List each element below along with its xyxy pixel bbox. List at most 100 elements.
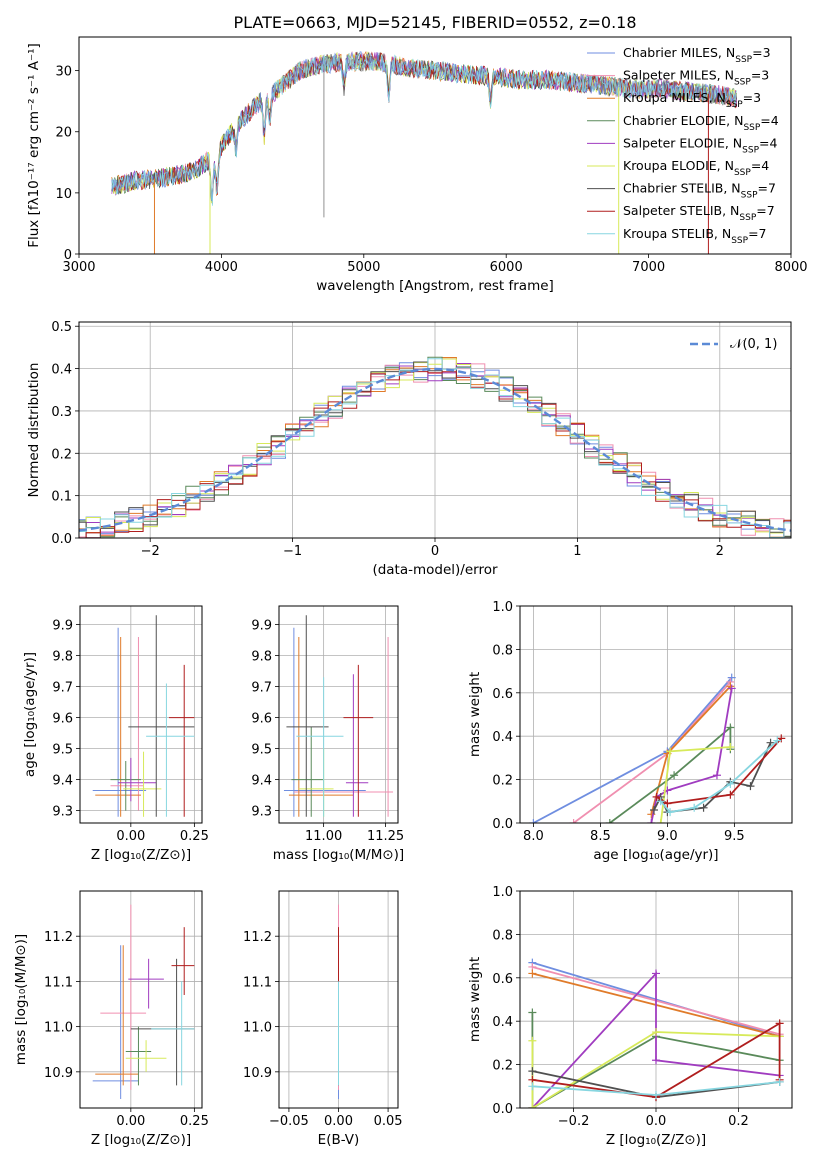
weight-line [532, 677, 733, 823]
y-tick-label: 10.9 [44, 1066, 73, 1081]
weight-marker [649, 805, 658, 814]
axes-frame [278, 890, 399, 1109]
grid [80, 891, 202, 1108]
weight-marker [528, 1104, 537, 1108]
y-tick-label: 9.8 [251, 650, 272, 665]
y-tick-label: 0.0 [492, 817, 513, 832]
weight-marker [529, 819, 538, 823]
weight-marker [775, 1077, 784, 1086]
frame: −0.05 0.00 0.05 10.9 11.0 11.1 11.2 E(B-V) [243, 890, 403, 1148]
grid [520, 605, 792, 824]
legend: Chabrier MILES, NSSP=3 Salpeter MILES, NS… [587, 45, 779, 246]
axes-weight-vs-Z: −0.2 0.0 0.2 0.0 0.2 0.4 0.6 0.8 1.0 Z [log₁₀(Z/Z… [467, 885, 793, 1148]
axes-weight-vs-age: 8.0 8.5 9.0 9.5 0.0 0.2 0.4 0.6 0.8 1.0 age [log₁₀… [467, 600, 793, 863]
x-axis-label: age [log₁₀(age/yr)] [593, 847, 718, 863]
weight-line [656, 737, 782, 805]
weight-marker [699, 803, 708, 812]
weight-marker [726, 779, 735, 788]
weight-marker [528, 1067, 537, 1076]
legend-label: Salpeter STELIB, NSSP=7 [623, 203, 775, 223]
x-tick-label: 0.05 [374, 1114, 403, 1129]
x-tick-label: 8.5 [590, 829, 611, 844]
y-tick-label: 0.0 [51, 532, 72, 547]
axes-frame [278, 605, 399, 824]
weight-marker [726, 743, 735, 752]
y-tick-label: 11.2 [44, 930, 73, 945]
weight-marker [652, 792, 661, 801]
weight-line [573, 681, 732, 823]
x-tick-label: 0.00 [116, 829, 145, 844]
weight-marker [726, 790, 735, 799]
y-tick-label: 0.0 [492, 1102, 513, 1117]
y-tick-label: 1.0 [492, 885, 513, 900]
x-tick-label: 1 [573, 544, 581, 559]
weight-marker [656, 797, 665, 806]
y-tick-label: 0.1 [51, 490, 72, 505]
x-axis-label: Z [log₁₀(Z/Z⊙)] [606, 1132, 706, 1148]
weight-marker [569, 819, 578, 823]
y-tick-label: 9.9 [52, 619, 73, 634]
y-tick-label: 0.6 [492, 972, 513, 987]
y-tick-label: 9.7 [251, 681, 272, 696]
y-tick-label: 30 [55, 65, 72, 80]
x-tick-label: 3000 [62, 260, 95, 275]
x-tick-label: 0.25 [180, 829, 209, 844]
weight-marker [727, 673, 736, 682]
y-tick-label: 11.1 [44, 975, 73, 990]
axes-age-vs-mass: 11.00 11.25 9.3 9.4 9.5 9.6 9.7 9.8 9.9 mass [log… [251, 605, 404, 863]
x-tick-label: 0.0 [646, 1114, 667, 1129]
y-tick-label: 0.8 [492, 643, 513, 658]
plot-area [283, 615, 394, 817]
axes-spectrum: 3000 4000 5000 6000 7000 8000 0 10 20 30 wavelengt… [26, 36, 808, 294]
plot-area [79, 356, 791, 538]
x-tick-label: 7000 [632, 260, 665, 275]
weight-marker [652, 969, 660, 978]
x-tick-label: 6000 [490, 260, 523, 275]
weight-marker [773, 736, 782, 745]
x-axis-label: Z [log₁₀(Z/Z⊙)] [91, 847, 191, 863]
x-tick-label: 8000 [774, 260, 807, 275]
y-axis-label: mass weight [467, 672, 483, 757]
legend-label: Chabrier STELIB, NSSP=7 [623, 181, 776, 201]
x-tick-label: 0.00 [324, 1114, 353, 1129]
y-tick-label: 9.3 [52, 805, 73, 820]
weight-marker [690, 803, 699, 812]
y-axis-label: mass [log₁₀(M/M⊙)] [13, 934, 29, 1065]
histogram-step [79, 371, 791, 538]
x-tick-label: 11.25 [367, 829, 404, 844]
y-tick-label: 9.5 [251, 743, 272, 758]
y-tick-label: 9.4 [52, 774, 73, 789]
y-axis-label: Flux [fλ10⁻¹⁷ erg cm⁻² s⁻¹ A⁻¹] [26, 43, 42, 248]
weight-line [609, 725, 732, 823]
weight-line [532, 1021, 781, 1099]
y-tick-label: 11.0 [44, 1021, 73, 1036]
x-tick-label: 9.5 [724, 829, 745, 844]
y-tick-label: 9.3 [251, 805, 272, 820]
weight-marker [726, 723, 735, 732]
frame: −2 −1 0 1 2 0.0 0.1 0.2 0.3 0.4 0.5 (data-model)/er… [26, 320, 792, 578]
y-tick-label: 0 [64, 248, 72, 263]
y-tick-label: 10.9 [243, 1066, 272, 1081]
legend-label: Chabrier ELODIE, NSSP=4 [623, 113, 779, 133]
x-tick-label: 8.0 [523, 829, 544, 844]
weight-marker [528, 1036, 537, 1045]
y-tick-label: 20 [55, 126, 72, 141]
y-tick-label: 0.2 [492, 1059, 513, 1074]
legend-label: 𝒩(0, 1) [730, 337, 777, 352]
figure-title: PLATE=0663, MJD=52145, FIBERID=0552, z=0… [233, 13, 636, 32]
x-tick-label: 0.00 [116, 1114, 145, 1129]
y-tick-label: 0.4 [492, 730, 513, 745]
frame: −0.2 0.0 0.2 0.0 0.2 0.4 0.6 0.8 1.0 Z [log₁₀(Z/Z… [467, 885, 793, 1148]
x-tick-label: −1 [283, 544, 302, 559]
x-tick-label: 0 [431, 544, 439, 559]
weight-marker [652, 1056, 660, 1065]
y-axis-label: mass weight [467, 957, 483, 1042]
spectrum-model-line [111, 53, 738, 206]
axes-frame [79, 890, 203, 1109]
x-tick-label: 11.00 [305, 829, 342, 844]
x-tick-label: −2 [141, 544, 160, 559]
y-tick-label: 9.7 [52, 681, 73, 696]
axes-age-vs-Z: 0.00 0.25 9.3 9.4 9.5 9.6 9.7 9.8 9.9 Z [log₁₀(Z/… [22, 605, 209, 863]
histogram-step [79, 358, 791, 538]
legend-label: Kroupa MILES, NSSP=3 [623, 90, 761, 110]
